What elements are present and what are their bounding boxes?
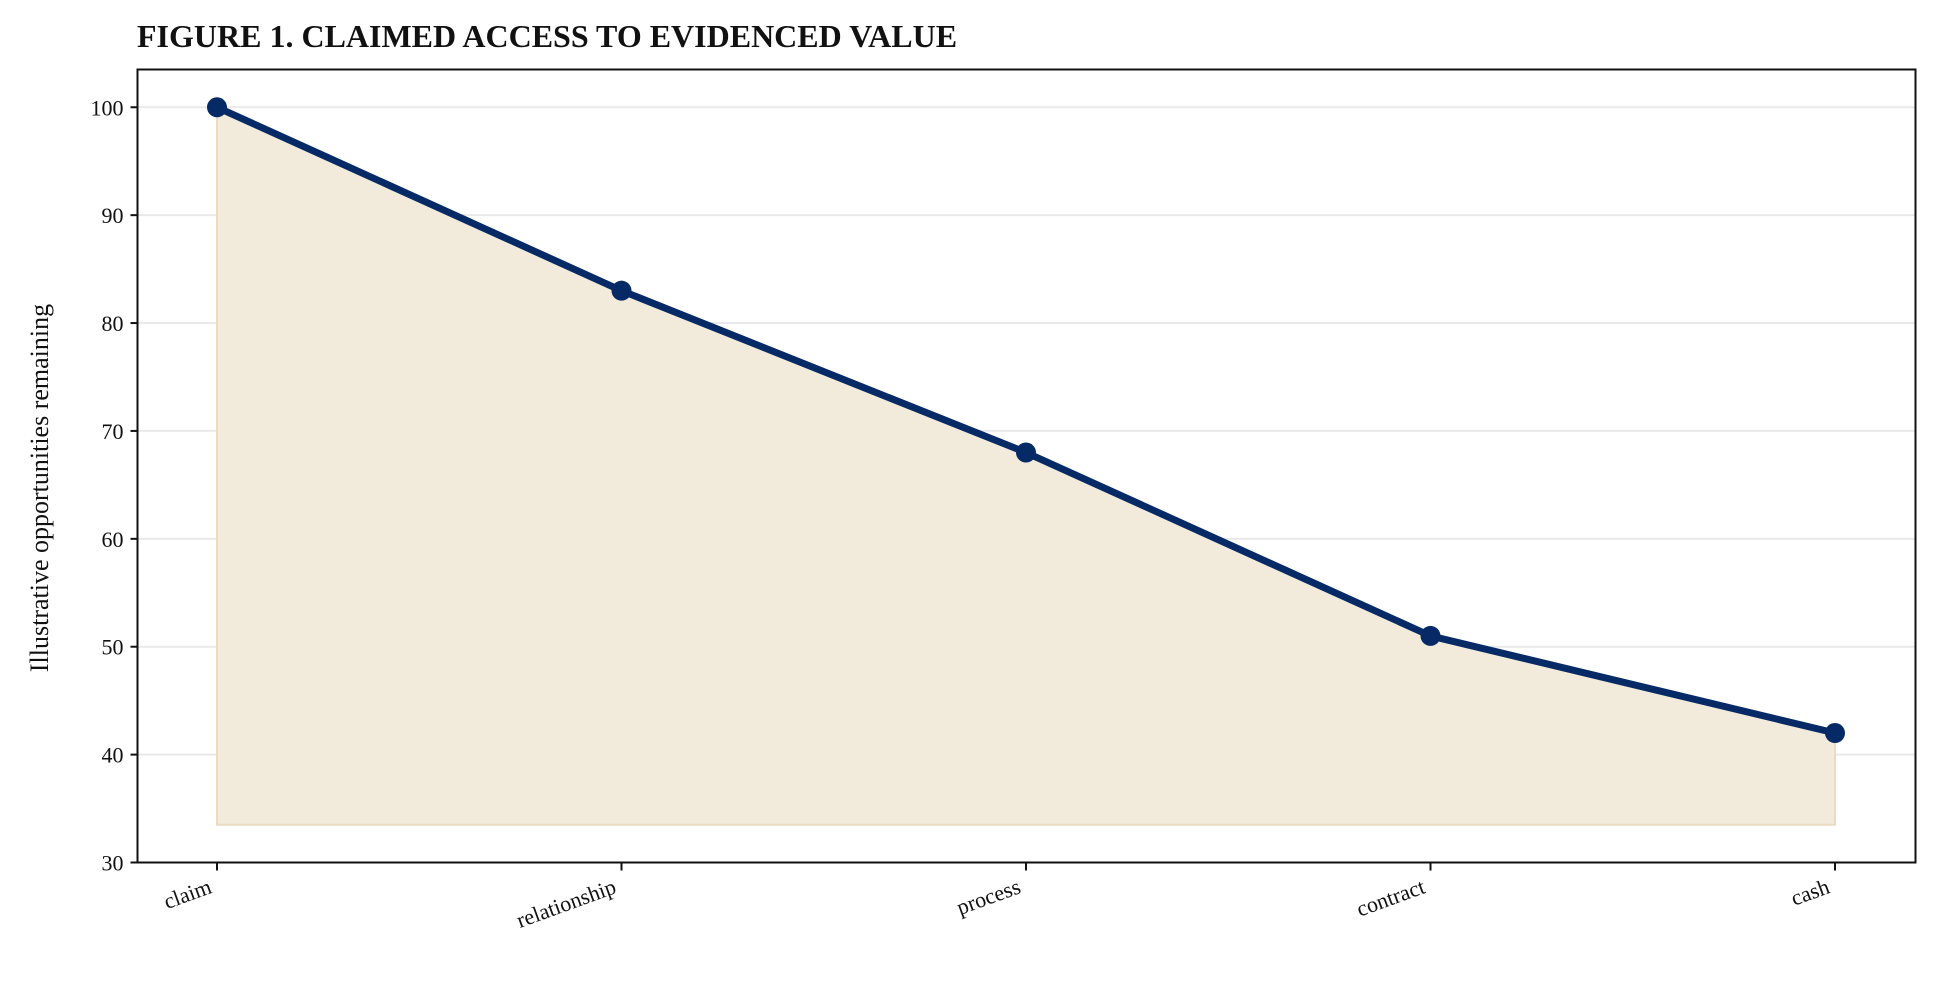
y-tick-label-60: 60 [102, 527, 124, 552]
y-tick-label-70: 70 [102, 419, 124, 444]
y-axis-ticks: 30 40 50 60 70 80 90 100 [91, 95, 138, 876]
x-tick-label-contract: contract [1353, 874, 1428, 922]
x-tick-label-relationship: relationship [513, 874, 619, 933]
x-tick-label-claim: claim [160, 874, 214, 914]
x-tick-label-process: process [953, 874, 1024, 920]
plot-frame [136, 68, 1917, 864]
data-point-contract [1420, 625, 1441, 646]
x-axis-ticks: claim relationship process contract cash [160, 862, 1836, 933]
y-axis-label: Illustrative opportunities remaining [25, 304, 54, 672]
x-tick-label-cash: cash [1787, 874, 1832, 911]
y-tick-label-40: 40 [102, 743, 124, 768]
data-point-cash [1825, 723, 1845, 744]
chart-title: FIGURE 1. CLAIMED ACCESS TO EVIDENCED VA… [137, 18, 957, 54]
y-tick-label-100: 100 [91, 95, 124, 120]
data-point-claim [207, 97, 227, 118]
data-points [207, 97, 1845, 744]
y-tick-label-80: 80 [102, 311, 124, 336]
data-point-relationship [611, 280, 632, 301]
data-point-process [1016, 442, 1036, 463]
y-tick-label-50: 50 [102, 635, 124, 660]
y-tick-label-30: 30 [102, 851, 124, 876]
y-tick-label-90: 90 [102, 203, 124, 228]
